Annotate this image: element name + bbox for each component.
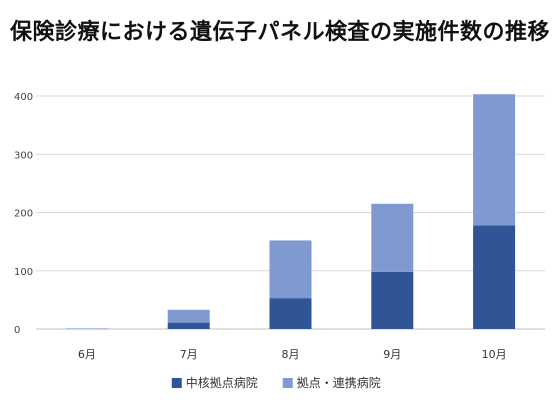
legend-label: 拠点・連携病院 [297, 375, 381, 390]
y-tick-label: 200 [14, 209, 33, 220]
bar-segment-base-hospital [473, 94, 516, 226]
x-tick-label: 8月 [282, 348, 300, 361]
chart-title: 保険診療における遺伝子パネル検査の実施件数の推移 [9, 20, 550, 45]
bar-segment-core-hospital [371, 271, 414, 329]
bar-segment-core-hospital [167, 322, 210, 329]
bar-segment-core-hospital [473, 225, 516, 329]
y-tick-label: 300 [14, 150, 33, 161]
y-tick-label: 0 [14, 325, 20, 336]
legend-swatch [282, 378, 293, 388]
x-tick-label: 10月 [482, 348, 507, 361]
legend: 中核拠点病院 拠点・連携病院 [171, 375, 381, 390]
bar-segment-base-hospital [167, 309, 210, 323]
y-tick-label: 100 [14, 267, 33, 278]
y-tick-label: 400 [14, 92, 33, 103]
x-axis-ticks: 6月 7月 8月 9月 10月 [78, 348, 507, 361]
x-tick-label: 7月 [180, 348, 198, 361]
bar-segment-core-hospital [269, 298, 312, 329]
bar-segment-base-hospital [371, 203, 414, 272]
bar-segment-base-hospital [65, 328, 108, 330]
legend-swatch [171, 378, 182, 388]
legend-label: 中核拠点病院 [186, 375, 258, 390]
y-axis-ticks: 0 100 200 300 400 [14, 92, 33, 336]
x-tick-label: 6月 [78, 348, 96, 361]
bar-segment-base-hospital [269, 240, 312, 299]
bars [65, 94, 516, 330]
x-tick-label: 9月 [383, 348, 401, 361]
